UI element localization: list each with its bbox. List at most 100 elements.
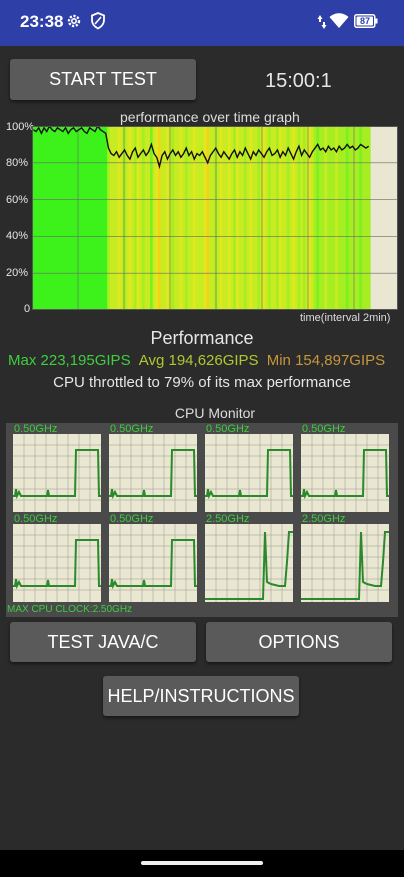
performance-band [93, 126, 97, 310]
performance-band [85, 126, 89, 310]
performance-band [155, 126, 159, 310]
performance-band [294, 126, 299, 310]
performance-band [195, 126, 199, 310]
cpu-core-graph [13, 524, 101, 602]
performance-band [348, 126, 352, 310]
performance-band [238, 126, 242, 310]
performance-band [88, 126, 92, 310]
performance-band [171, 126, 175, 310]
performance-band [300, 126, 304, 310]
performance-band [257, 126, 261, 310]
performance-band [144, 126, 148, 310]
performance-band [163, 126, 167, 310]
y-tick-100: 100% [6, 121, 35, 133]
performance-band [99, 126, 103, 310]
cpu-core-clock: 0.50GHz [110, 513, 154, 525]
performance-band [235, 126, 240, 310]
performance-band [184, 126, 189, 310]
performance-band [302, 126, 307, 310]
y-tick-60: 60% [6, 194, 29, 206]
performance-band [316, 126, 320, 310]
performance-band [327, 126, 331, 310]
performance-band [166, 126, 170, 310]
performance-band [131, 126, 135, 310]
home-gesture-pill[interactable] [141, 861, 263, 865]
performance-band [241, 126, 245, 310]
performance-band [361, 126, 366, 310]
performance-band [150, 126, 154, 310]
performance-band [292, 126, 296, 310]
performance-band [115, 126, 119, 310]
performance-band [61, 126, 65, 310]
performance-band [281, 126, 285, 310]
performance-band [158, 126, 162, 310]
performance-band [128, 126, 132, 310]
cpu-core-clock: 0.50GHz [14, 513, 58, 525]
cpu-core-clock: 0.50GHz [14, 423, 58, 435]
battery-icon [354, 14, 378, 33]
test-timer: 15:00:1 [265, 70, 332, 92]
performance-band [340, 126, 344, 310]
cpu-core-clock: 2.50GHz [302, 513, 346, 525]
performance-band [192, 126, 197, 310]
performance-band [233, 126, 237, 310]
options-button[interactable]: OPTIONS [206, 622, 392, 662]
performance-band [310, 126, 315, 310]
performance-band [324, 126, 328, 310]
performance-band [313, 126, 317, 310]
performance-band [286, 126, 291, 310]
help-instructions-button[interactable]: HELP/INSTRUCTIONS [103, 676, 299, 716]
performance-band [249, 126, 253, 310]
performance-band [42, 126, 47, 310]
performance-band [351, 126, 355, 310]
performance-band [367, 126, 371, 310]
cpu-core-chart [301, 434, 389, 512]
performance-band [182, 126, 186, 310]
x-axis-label: time(interval 2min) [300, 312, 391, 324]
performance-band [319, 126, 323, 310]
cpu-core-graph [205, 434, 293, 512]
performance-band [278, 126, 283, 310]
cpu-core-chart [13, 434, 101, 512]
performance-band [206, 126, 210, 310]
performance-band [243, 126, 248, 310]
performance-band [276, 126, 280, 310]
performance-band [321, 126, 325, 310]
performance-band [190, 126, 194, 310]
performance-band [273, 126, 277, 310]
performance-band [125, 126, 130, 310]
y-tick-20: 20% [6, 267, 29, 279]
graph-title: performance over time graph [120, 109, 300, 125]
performance-band [32, 126, 36, 310]
status-time: 23:38 [20, 12, 64, 31]
y-tick-0: 0 [24, 303, 31, 315]
performance-band [337, 126, 342, 310]
performance-band [297, 126, 301, 310]
performance-band [217, 126, 221, 310]
performance-band [198, 126, 202, 310]
navigation-bar [0, 850, 404, 877]
performance-chart [32, 124, 398, 311]
performance-band [219, 126, 224, 310]
performance-band [203, 126, 207, 310]
min-gips: Min 154,897GIPS [266, 352, 386, 369]
performance-band [109, 126, 114, 310]
wifi-icon [329, 13, 349, 34]
performance-band [364, 126, 368, 310]
test-java-c-button[interactable]: TEST JAVA/C [10, 622, 196, 662]
performance-band [34, 126, 38, 310]
cpu-core-clock: 0.50GHz [206, 423, 250, 435]
performance-band [308, 126, 312, 310]
start-test-button[interactable]: START TEST [10, 59, 196, 100]
performance-band [107, 126, 111, 310]
performance-band [101, 126, 106, 310]
performance-band [254, 126, 258, 310]
performance-band [91, 126, 95, 310]
cpu-core-graph [13, 434, 101, 512]
throttle-text: CPU throttled to 79% of its max performa… [53, 374, 351, 391]
performance-band [45, 126, 49, 310]
performance-band [359, 126, 363, 310]
cpu-core-chart [109, 434, 197, 512]
performance-band [201, 126, 205, 310]
performance-band [104, 126, 108, 310]
